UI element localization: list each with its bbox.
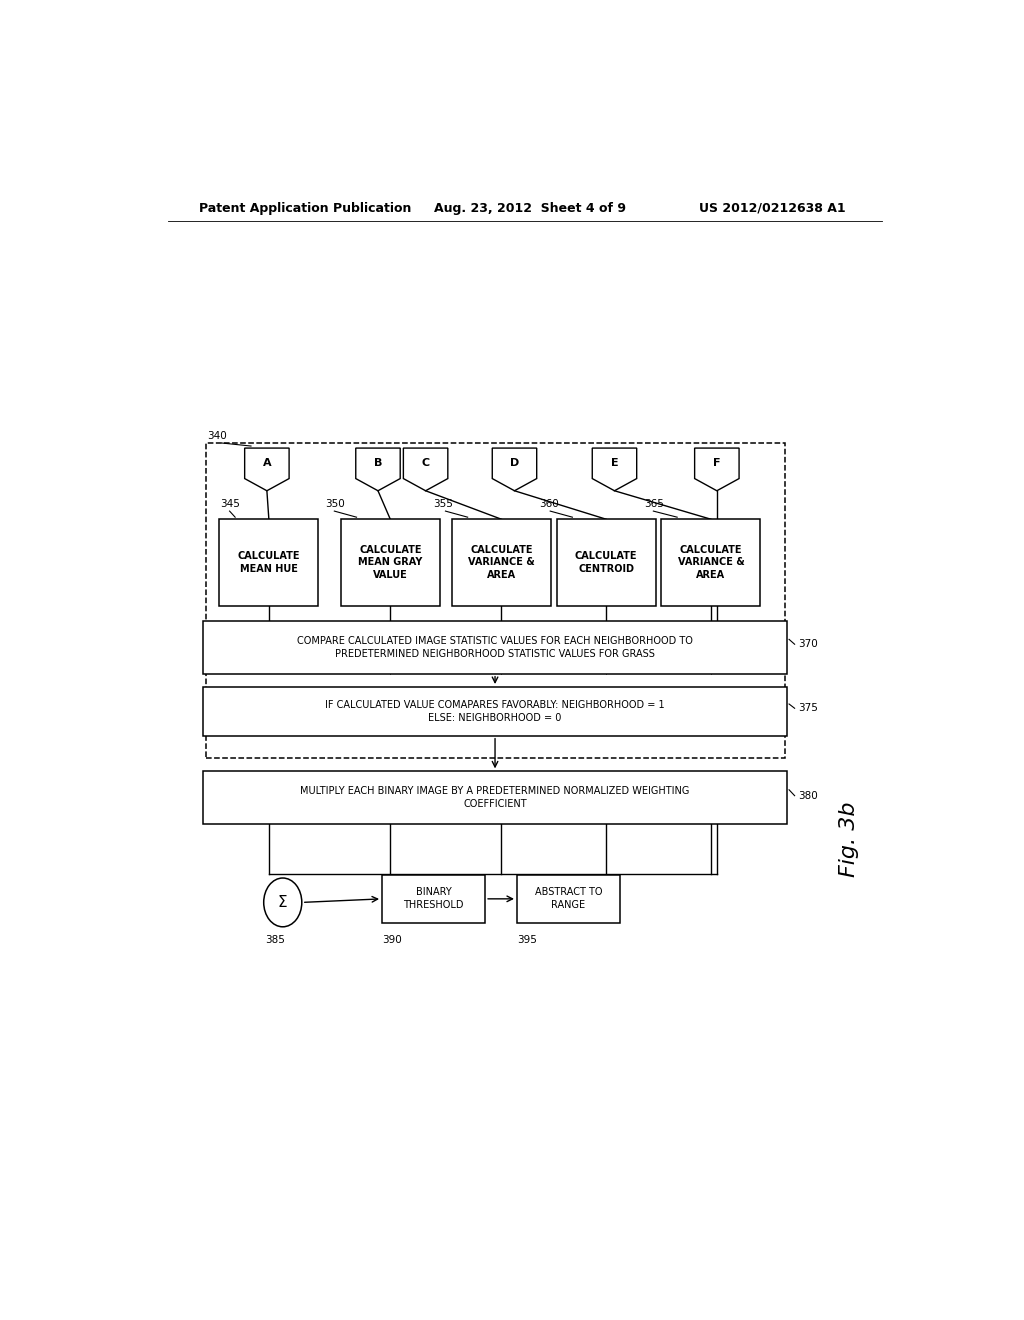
Text: 370: 370 [799,639,818,649]
Text: Fig. 3b: Fig. 3b [839,801,858,876]
Text: COMPARE CALCULATED IMAGE STATISTIC VALUES FOR EACH NEIGHBORHOOD TO
PREDETERMINED: COMPARE CALCULATED IMAGE STATISTIC VALUE… [297,636,693,659]
Text: Patent Application Publication: Patent Application Publication [200,202,412,215]
Text: BINARY
THRESHOLD: BINARY THRESHOLD [403,887,464,911]
FancyBboxPatch shape [219,519,318,606]
Text: F: F [713,458,721,469]
Text: D: D [510,458,519,469]
Text: C: C [422,458,430,469]
Circle shape [264,878,302,927]
FancyBboxPatch shape [557,519,655,606]
FancyBboxPatch shape [204,620,786,673]
FancyBboxPatch shape [204,686,786,735]
Text: 350: 350 [325,499,344,510]
Text: 380: 380 [799,791,818,801]
Text: MULTIPLY EACH BINARY IMAGE BY A PREDETERMINED NORMALIZED WEIGHTING
COEFFICIENT: MULTIPLY EACH BINARY IMAGE BY A PREDETER… [300,787,690,809]
Text: A: A [262,458,271,469]
Polygon shape [493,447,537,491]
Text: CALCULATE
MEAN GRAY
VALUE: CALCULATE MEAN GRAY VALUE [358,545,423,581]
FancyBboxPatch shape [341,519,440,606]
Polygon shape [245,447,289,491]
Polygon shape [355,447,400,491]
Text: $\Sigma$: $\Sigma$ [278,895,288,911]
Text: 360: 360 [539,499,559,510]
Text: 375: 375 [799,704,818,713]
Text: CALCULATE
MEAN HUE: CALCULATE MEAN HUE [238,550,300,574]
FancyBboxPatch shape [517,875,620,923]
Text: 355: 355 [433,499,454,510]
Text: 340: 340 [207,430,227,441]
FancyBboxPatch shape [662,519,761,606]
Text: 365: 365 [644,499,664,510]
Polygon shape [403,447,447,491]
Text: US 2012/0212638 A1: US 2012/0212638 A1 [699,202,846,215]
Text: 385: 385 [265,935,285,945]
Polygon shape [694,447,739,491]
Polygon shape [592,447,637,491]
Text: E: E [610,458,618,469]
Text: CALCULATE
VARIANCE &
AREA: CALCULATE VARIANCE & AREA [678,545,744,581]
FancyBboxPatch shape [382,875,485,923]
Text: CALCULATE
VARIANCE &
AREA: CALCULATE VARIANCE & AREA [468,545,535,581]
Text: 395: 395 [517,935,537,945]
Bar [206,444,785,758]
FancyBboxPatch shape [452,519,551,606]
Text: 390: 390 [382,935,401,945]
Text: ABSTRACT TO
RANGE: ABSTRACT TO RANGE [535,887,602,911]
Text: B: B [374,458,382,469]
Text: IF CALCULATED VALUE COMAPARES FAVORABLY: NEIGHBORHOOD = 1
ELSE: NEIGHBORHOOD = 0: IF CALCULATED VALUE COMAPARES FAVORABLY:… [326,700,665,723]
FancyBboxPatch shape [204,771,786,824]
Text: 345: 345 [220,499,240,510]
Text: CALCULATE
CENTROID: CALCULATE CENTROID [574,550,637,574]
Text: Aug. 23, 2012  Sheet 4 of 9: Aug. 23, 2012 Sheet 4 of 9 [433,202,626,215]
